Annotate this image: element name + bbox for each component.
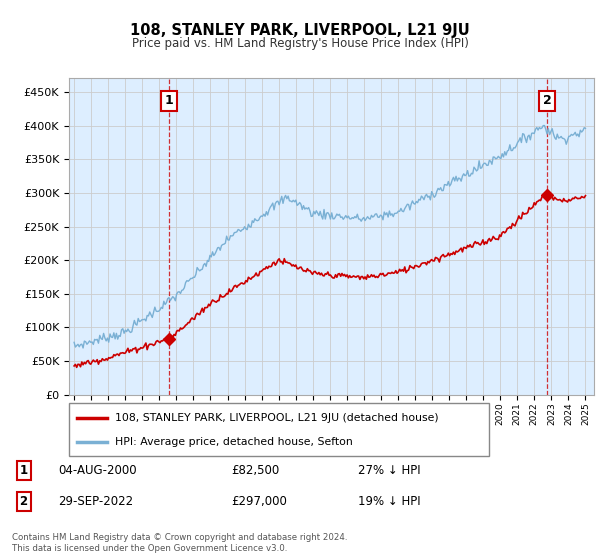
Text: 108, STANLEY PARK, LIVERPOOL, L21 9JU: 108, STANLEY PARK, LIVERPOOL, L21 9JU <box>130 24 470 38</box>
FancyBboxPatch shape <box>69 403 489 456</box>
Text: HPI: Average price, detached house, Sefton: HPI: Average price, detached house, Seft… <box>115 436 353 446</box>
Text: Contains HM Land Registry data © Crown copyright and database right 2024.
This d: Contains HM Land Registry data © Crown c… <box>12 533 347 553</box>
Text: 27% ↓ HPI: 27% ↓ HPI <box>358 464 420 477</box>
Text: 108, STANLEY PARK, LIVERPOOL, L21 9JU (detached house): 108, STANLEY PARK, LIVERPOOL, L21 9JU (d… <box>115 413 439 423</box>
Text: 2: 2 <box>543 94 551 107</box>
Text: Price paid vs. HM Land Registry's House Price Index (HPI): Price paid vs. HM Land Registry's House … <box>131 37 469 50</box>
Text: 04-AUG-2000: 04-AUG-2000 <box>58 464 137 477</box>
Text: 1: 1 <box>19 464 28 477</box>
Text: 29-SEP-2022: 29-SEP-2022 <box>58 495 133 508</box>
Text: 19% ↓ HPI: 19% ↓ HPI <box>358 495 420 508</box>
Text: £82,500: £82,500 <box>231 464 279 477</box>
Text: £297,000: £297,000 <box>231 495 287 508</box>
Text: 2: 2 <box>19 495 28 508</box>
Text: 1: 1 <box>165 94 173 107</box>
